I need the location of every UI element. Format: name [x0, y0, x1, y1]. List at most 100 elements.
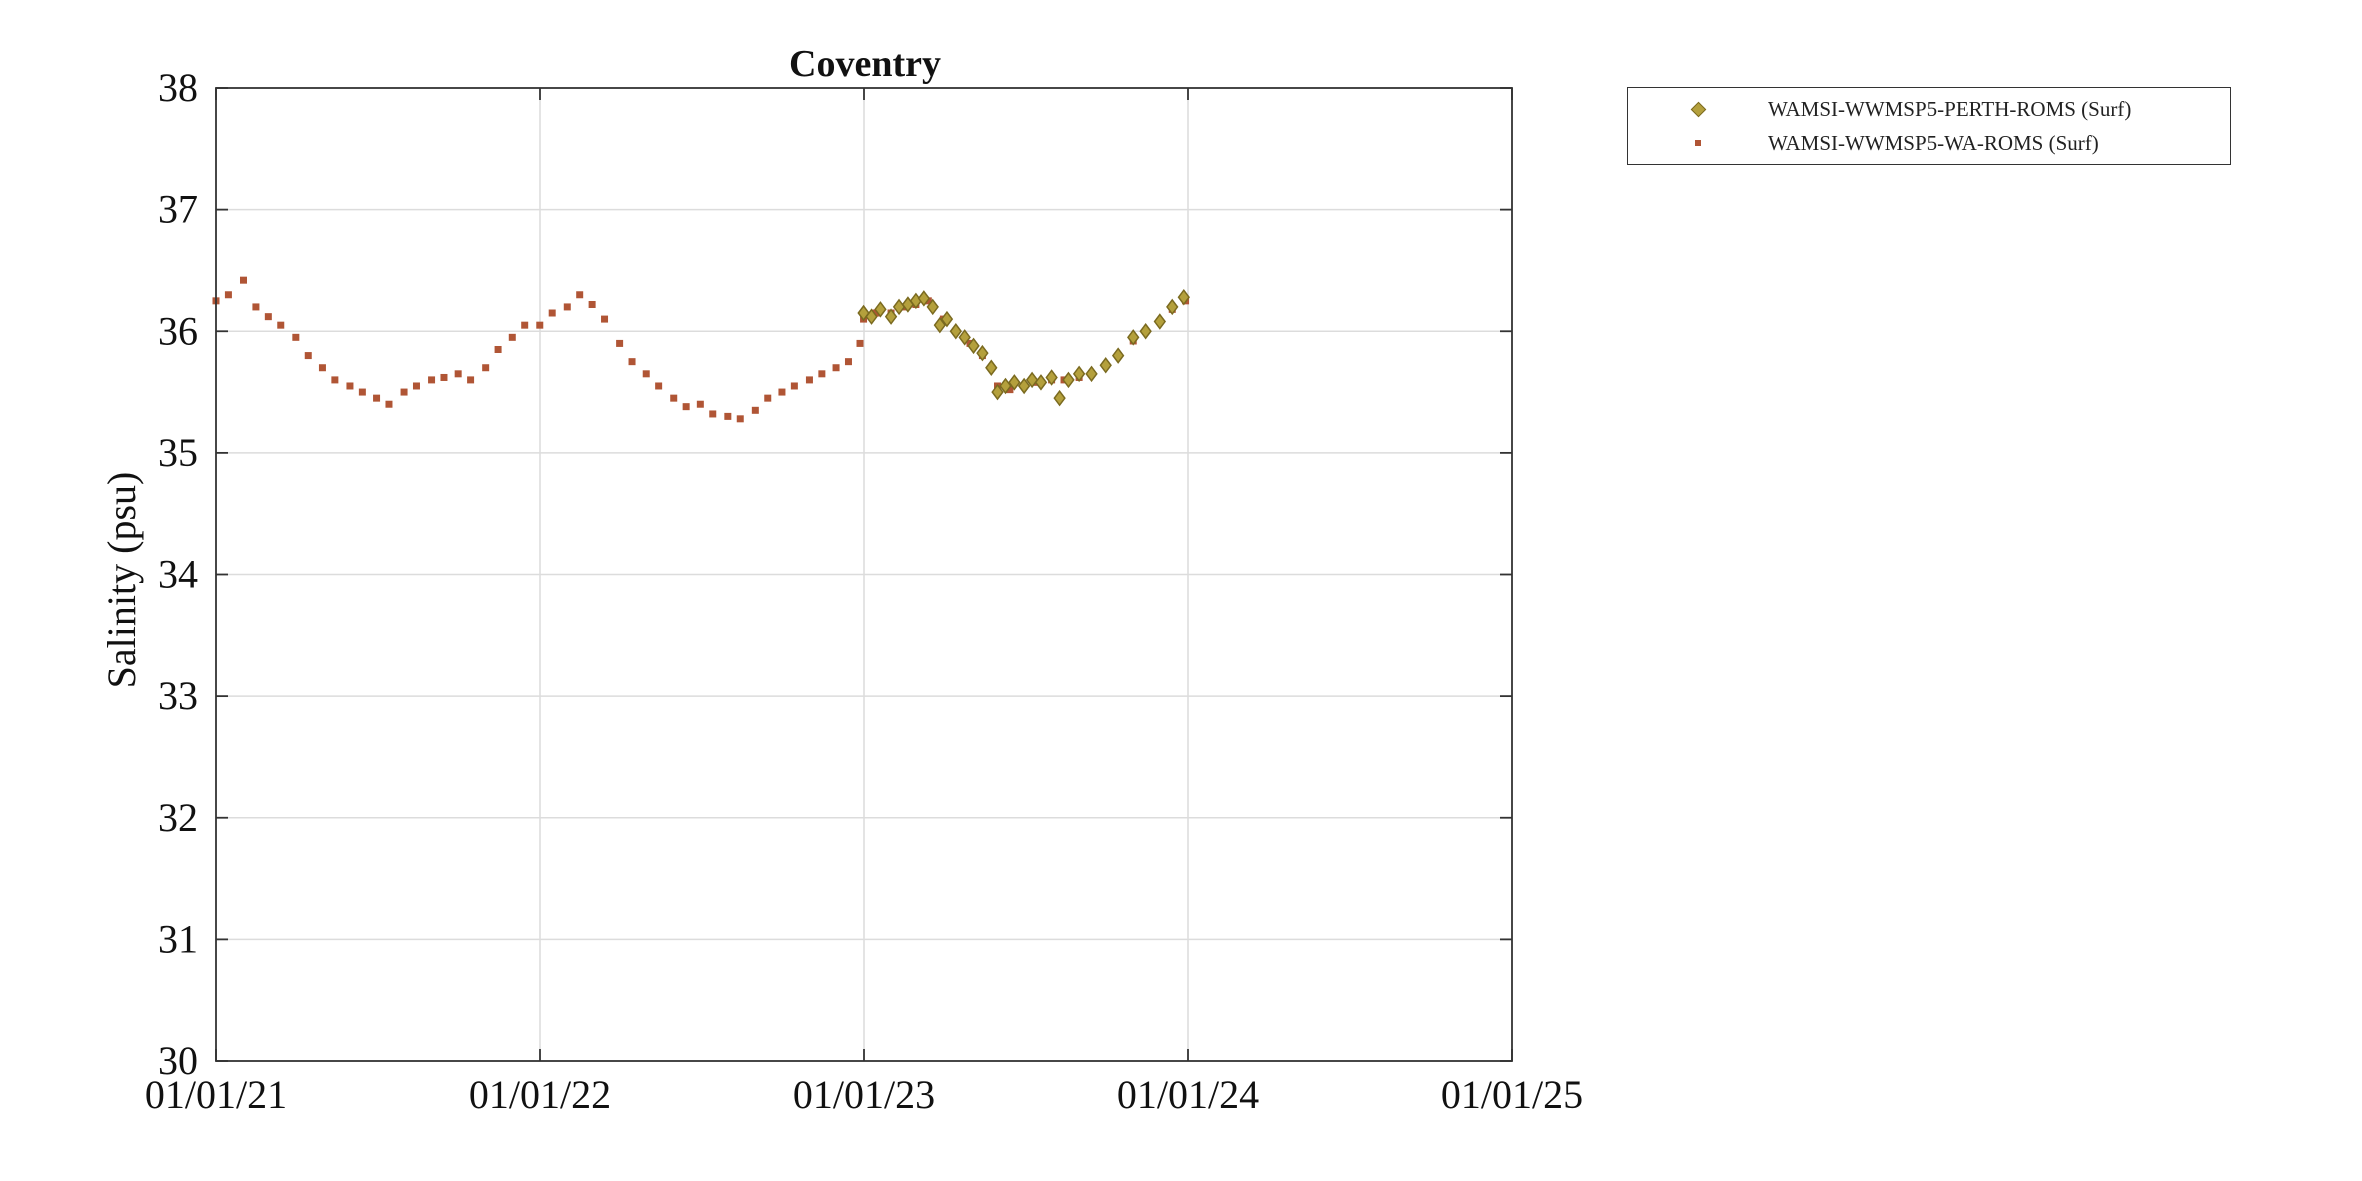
perth-roms-point	[985, 359, 998, 376]
wa-roms-point	[428, 376, 436, 384]
legend-item-wa: WAMSI-WWMSP5-WA-ROMS (Surf)	[1628, 126, 2099, 160]
wa-roms-point	[264, 313, 272, 321]
wa-roms-point	[239, 276, 247, 284]
wa-roms-point	[628, 358, 636, 366]
perth-roms-point	[967, 337, 980, 355]
wa-roms-point	[277, 321, 285, 329]
perth-roms-point	[926, 298, 939, 316]
perth-roms-point	[892, 298, 906, 316]
perth-roms-point	[1017, 377, 1031, 395]
legend: WAMSI-WWMSP5-PERTH-ROMS (Surf) WAMSI-WWM…	[1627, 87, 2231, 165]
y-tick-label: 38	[158, 65, 198, 110]
legend-item-perth: WAMSI-WWMSP5-PERTH-ROMS (Surf)	[1628, 92, 2131, 126]
wa-roms-point	[563, 303, 571, 311]
wa-roms-point	[358, 388, 366, 396]
wa-roms-point	[655, 382, 663, 390]
wa-roms-point	[304, 352, 312, 360]
wa-roms-point	[576, 291, 584, 299]
perth-roms-point	[933, 316, 947, 334]
wa-roms-point	[292, 333, 300, 341]
perth-roms-point	[999, 377, 1012, 395]
wa-roms-point	[709, 410, 717, 418]
wa-roms-point	[508, 333, 516, 341]
wa-roms-point	[818, 370, 826, 378]
wa-roms-point	[682, 403, 690, 411]
wa-roms-point	[805, 376, 813, 384]
x-tick-label: 01/01/25	[1441, 1072, 1583, 1117]
y-tick-label: 37	[158, 187, 198, 232]
x-tick-label: 01/01/22	[469, 1072, 611, 1117]
wa-roms-point	[331, 376, 339, 384]
wa-roms-point	[548, 309, 556, 317]
x-tick-label: 01/01/24	[1117, 1072, 1259, 1117]
y-tick-label: 36	[158, 308, 198, 353]
perth-roms-point	[1111, 347, 1125, 364]
perth-roms-point	[976, 344, 989, 362]
perth-roms-point	[1139, 323, 1152, 340]
wa-roms-point	[751, 406, 759, 414]
perth-roms-point	[1034, 374, 1048, 391]
wa-roms-point	[252, 303, 260, 311]
wa-roms-point	[412, 382, 420, 390]
perth-roms-point	[874, 301, 887, 318]
y-tick-label: 34	[158, 552, 198, 597]
y-tick-label: 31	[158, 916, 198, 961]
x-tick-label: 01/01/23	[793, 1072, 935, 1117]
wa-roms-point	[224, 291, 232, 299]
wa-roms-point	[385, 400, 393, 408]
wa-roms-point	[790, 382, 798, 390]
wa-roms-point	[1006, 386, 1014, 394]
wa-roms-point	[440, 373, 448, 381]
wa-roms-point	[736, 415, 744, 423]
legend-label-wa: WAMSI-WWMSP5-WA-ROMS (Surf)	[1768, 130, 2099, 155]
perth-roms-point	[1153, 313, 1167, 330]
wa-roms-point	[482, 364, 490, 372]
perth-roms-point	[1062, 371, 1075, 389]
perth-roms-point	[1025, 371, 1039, 389]
diamond-marker-icon	[1628, 101, 1768, 117]
wa-roms-point	[373, 394, 381, 402]
perth-roms-point	[1072, 365, 1086, 383]
y-axis-label: Salinity (psu)	[99, 472, 144, 689]
data-series	[212, 276, 1190, 423]
wa-roms-point	[346, 382, 354, 390]
square-marker-icon	[1628, 140, 1768, 146]
perth-roms-point	[1053, 389, 1066, 407]
wa-roms-point	[778, 388, 786, 396]
wa-roms-point	[467, 376, 475, 384]
wa-roms-point	[670, 394, 678, 402]
wa-roms-point	[832, 364, 840, 372]
wa-roms-point	[454, 370, 462, 378]
wa-roms-point	[616, 339, 624, 347]
wa-roms-point	[856, 339, 864, 347]
perth-roms-point	[1008, 374, 1021, 391]
wa-roms-point	[844, 358, 852, 366]
perth-roms-point	[865, 308, 878, 325]
perth-roms-point	[1177, 288, 1190, 306]
wa-roms-point	[318, 364, 326, 372]
axis-ticks: 01/01/21 01/01/22 01/01/23 01/01/24 01/01/25…	[145, 65, 1583, 1117]
grid-lines	[216, 88, 1512, 1061]
perth-roms-point	[940, 310, 954, 328]
y-tick-label: 30	[158, 1038, 198, 1083]
wa-roms-point	[872, 309, 880, 317]
y-tick-label: 32	[158, 795, 198, 840]
wa-roms-point	[536, 321, 544, 329]
x-tick-label: 01/01/21	[145, 1072, 287, 1117]
wa-roms-point	[601, 315, 609, 323]
perth-roms-point	[917, 290, 931, 307]
y-tick-label: 35	[158, 430, 198, 475]
wa-roms-point	[588, 300, 596, 308]
wa-roms-point	[494, 345, 502, 353]
chart-title: Coventry	[789, 43, 941, 85]
perth-roms-point	[1085, 365, 1098, 383]
perth-roms-point	[1045, 369, 1058, 386]
wa-roms-point	[400, 388, 408, 396]
wa-roms-point	[924, 297, 932, 305]
perth-roms-point	[1166, 298, 1179, 316]
perth-roms-point	[949, 323, 962, 340]
perth-roms-point	[884, 308, 898, 325]
perth-roms-point	[1099, 357, 1112, 374]
wa-roms-point	[696, 400, 704, 408]
